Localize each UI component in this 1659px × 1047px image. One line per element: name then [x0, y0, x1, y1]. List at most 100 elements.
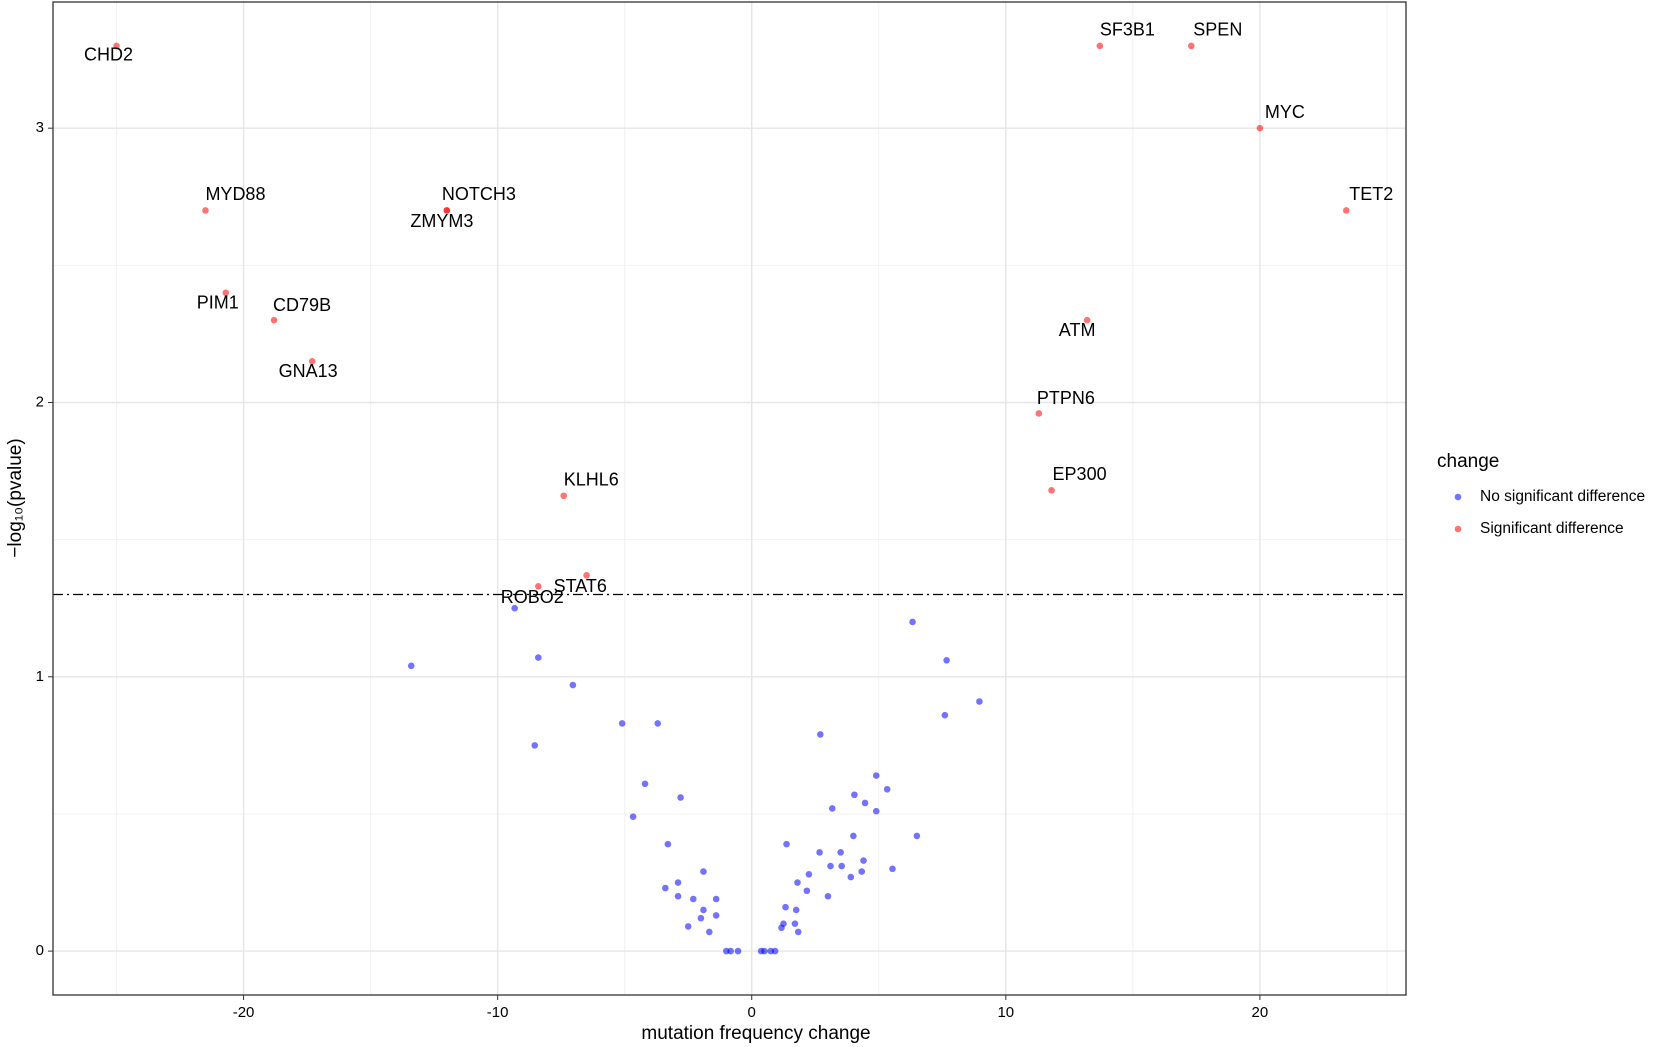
point [794, 928, 802, 936]
point [805, 871, 813, 878]
point [783, 840, 790, 848]
y-tick-label: 2 [36, 393, 44, 410]
point [858, 868, 866, 875]
y-tick-label: 0 [36, 942, 44, 959]
point [734, 947, 742, 955]
point [889, 865, 896, 873]
point-label: EP300 [1053, 464, 1107, 484]
plot-background [53, 2, 1406, 995]
point [706, 928, 713, 936]
point [838, 862, 845, 870]
point [883, 785, 891, 793]
point-label: SPEN [1193, 20, 1242, 40]
point [674, 892, 682, 900]
point [202, 207, 209, 214]
point-label: SF3B1 [1100, 20, 1155, 40]
point [791, 920, 799, 927]
point [943, 657, 950, 664]
x-tick-label: 0 [748, 1004, 756, 1021]
point-label: CD79B [273, 295, 331, 315]
point [1342, 207, 1350, 214]
point [872, 807, 880, 815]
point [824, 892, 832, 900]
point [569, 681, 577, 689]
point [847, 873, 855, 881]
x-axis-title: mutation frequency change [641, 1023, 870, 1044]
point [1083, 316, 1091, 324]
point [712, 895, 720, 903]
point [1096, 42, 1104, 50]
point-label: PIM1 [197, 293, 239, 313]
point-label: ROBO2 [501, 587, 564, 607]
point [1256, 124, 1264, 132]
point [872, 772, 880, 779]
point [976, 698, 983, 705]
point [700, 906, 707, 914]
point [794, 879, 801, 886]
point [782, 903, 789, 911]
point [560, 492, 568, 500]
x-tick-label: -10 [487, 1004, 509, 1021]
point [792, 906, 800, 914]
point-label: CHD2 [84, 45, 133, 65]
point [677, 794, 684, 801]
point [851, 791, 858, 799]
y-tick-label: 1 [36, 668, 44, 685]
point-label: KLHL6 [564, 470, 619, 490]
y-tick-label: 3 [36, 119, 44, 136]
point [511, 604, 518, 612]
point [674, 879, 682, 886]
point-label: TET2 [1349, 184, 1393, 204]
point [1048, 486, 1055, 494]
point [654, 720, 662, 727]
point-label: MYD88 [205, 184, 265, 204]
point [697, 914, 705, 922]
legend-title: change [1437, 451, 1499, 472]
point-label: ATM [1059, 320, 1096, 340]
point [816, 849, 823, 856]
point [583, 572, 590, 579]
point-label: ZMYM3 [410, 211, 473, 231]
point-label: NOTCH3 [442, 184, 516, 204]
point [712, 912, 720, 919]
point [629, 813, 637, 820]
point [861, 799, 869, 807]
point [308, 358, 316, 365]
point [909, 618, 916, 626]
legend-marker [1454, 525, 1462, 533]
point [1035, 410, 1043, 417]
point [941, 711, 949, 719]
point [689, 895, 697, 903]
point [535, 654, 542, 661]
point [618, 720, 626, 727]
x-tick-label: -20 [233, 1004, 255, 1021]
point [828, 805, 836, 812]
point [827, 862, 834, 870]
point [700, 868, 707, 875]
legend-label: No significant difference [1480, 488, 1645, 505]
point [1187, 42, 1195, 50]
legend-label: Significant difference [1480, 520, 1624, 537]
point [817, 731, 824, 738]
point [407, 662, 415, 670]
y-axis-title: −log₁₀(pvalue) [5, 438, 26, 557]
point [222, 289, 230, 297]
point-label: STAT6 [554, 576, 607, 596]
point [727, 947, 734, 955]
point-label: GNA13 [279, 361, 338, 381]
point [913, 832, 921, 840]
plot-border [52, 1, 1407, 996]
point [761, 947, 768, 955]
point [850, 832, 857, 840]
point [443, 207, 451, 214]
point [771, 947, 779, 955]
point [113, 42, 120, 50]
point-label: MYC [1265, 102, 1305, 122]
point [662, 884, 669, 892]
legend-marker [1454, 493, 1462, 501]
point [684, 923, 692, 930]
point [780, 920, 787, 927]
point [664, 840, 672, 848]
point [803, 887, 811, 895]
